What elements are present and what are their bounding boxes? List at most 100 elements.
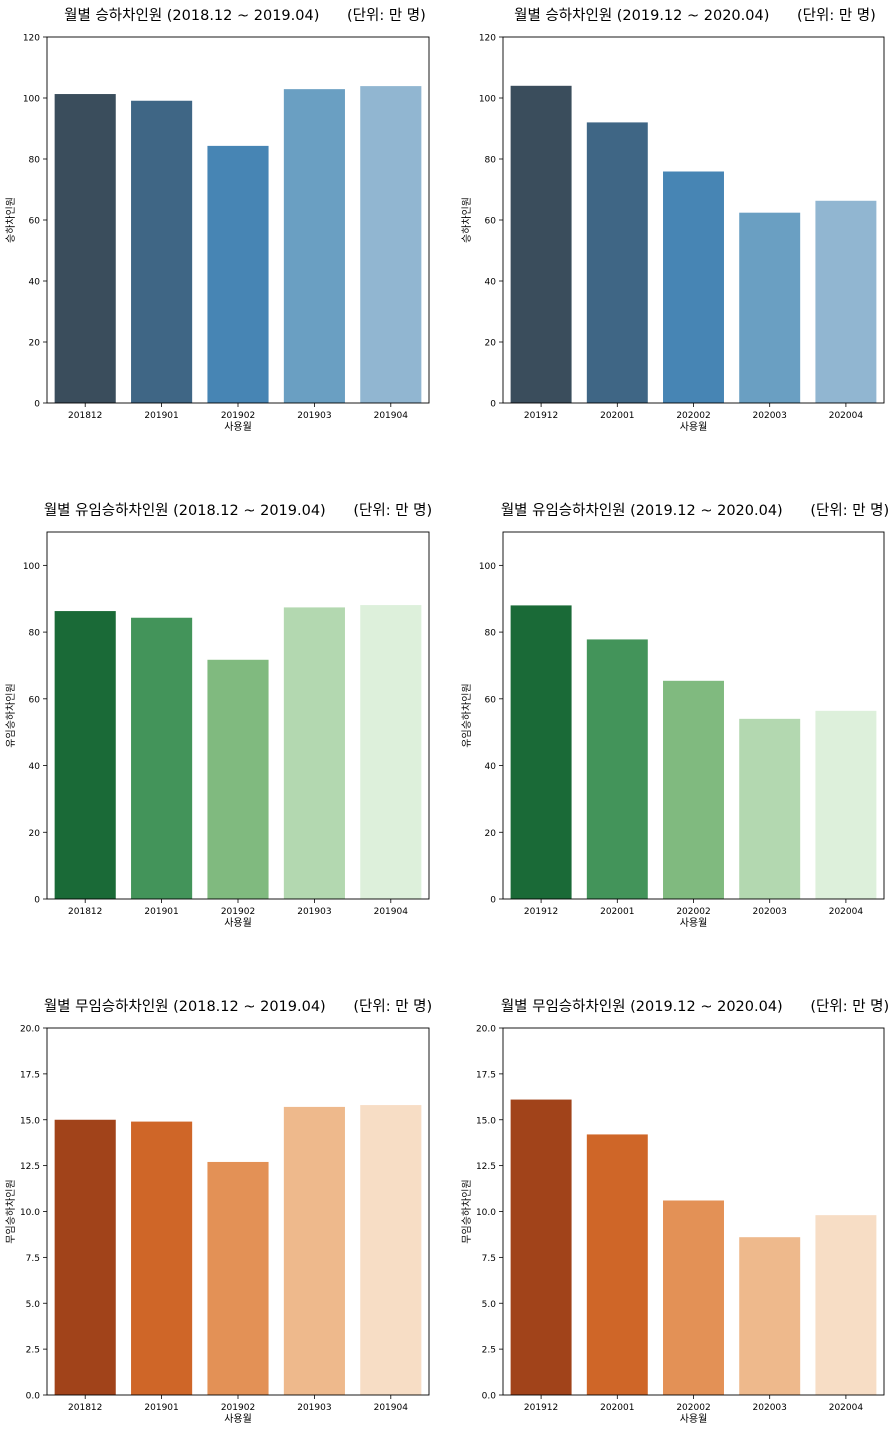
y-tick-label: 120	[23, 34, 40, 44]
bar-201904	[360, 86, 422, 404]
y-tick-label: 0.0	[482, 1392, 497, 1402]
bar-202004	[815, 710, 877, 899]
x-tick-label: 202002	[676, 411, 710, 421]
y-tick-label: 100	[479, 562, 496, 572]
y-tick-label: 80	[485, 156, 497, 166]
y-tick-label: 12.5	[476, 1162, 496, 1172]
y-tick-label: 40	[29, 278, 41, 288]
x-tick-label: 201902	[221, 411, 255, 421]
chart-panel-2: 월별 승하차인원 (2019.12 ~ 2020.04) (단위: 만 명) 0 2…	[460, 7, 885, 433]
y-tick-label: 40	[29, 762, 41, 772]
chart-panel-6: 월별 무임승하차인원 (2019.12 ~ 2020.04) (단위: 만 명)…	[460, 998, 889, 1425]
x-tick-label: 202001	[600, 1403, 634, 1413]
y-tick-label: 0	[490, 896, 496, 906]
x-axis-label: 사용월	[680, 1413, 708, 1425]
y-tick-label: 12.5	[20, 1162, 40, 1172]
bar-201812	[54, 1119, 116, 1395]
x-tick-label: 201903	[297, 411, 331, 421]
bar-202001	[586, 122, 648, 404]
x-tick-label: 201901	[144, 907, 178, 917]
y-tick-label: 2.5	[482, 1346, 496, 1356]
x-tick-label: 201812	[68, 411, 102, 421]
bar-202003	[739, 1237, 801, 1395]
y-tick-label: 0	[34, 896, 40, 906]
chart-title: 월별 유임승하차인원 (2018.12 ~ 2019.04) (단위: 만 명)	[44, 502, 432, 519]
y-axis-label: 유임승하차인원	[460, 683, 473, 747]
chart-panel-3: 월별 유임승하차인원 (2018.12 ~ 2019.04) (단위: 만 명)…	[4, 502, 432, 929]
x-tick-label: 202003	[753, 411, 787, 421]
bar-201902	[207, 659, 269, 899]
bar-201812	[54, 611, 116, 899]
x-tick-label: 201812	[68, 907, 102, 917]
chart-title: 월별 승하차인원 (2019.12 ~ 2020.04) (단위: 만 명)	[514, 7, 876, 24]
bar-201904	[360, 1105, 422, 1395]
bar-202001	[586, 639, 648, 899]
bar-202004	[815, 1215, 877, 1395]
y-tick-label: 60	[29, 695, 41, 705]
x-tick-label: 201901	[144, 1403, 178, 1413]
y-axis-label: 승하차인원	[460, 197, 473, 243]
bar-201902	[207, 1161, 269, 1395]
chart-title: 월별 무임승하차인원 (2019.12 ~ 2020.04) (단위: 만 명)	[501, 998, 889, 1015]
x-tick-label: 202003	[753, 1403, 787, 1413]
y-tick-label: 40	[485, 278, 497, 288]
y-tick-label: 0	[490, 400, 496, 410]
y-tick-label: 60	[29, 217, 41, 227]
chart-panel-4: 월별 유임승하차인원 (2019.12 ~ 2020.04) (단위: 만 명)…	[460, 502, 889, 929]
chart-title: 월별 승하차인원 (2018.12 ~ 2019.04) (단위: 만 명)	[64, 7, 426, 24]
bar-202002	[663, 680, 724, 899]
x-tick-label: 201912	[524, 411, 558, 421]
bar-201912	[510, 1099, 572, 1395]
y-tick-label: 0	[34, 400, 40, 410]
y-tick-label: 15.0	[20, 1116, 40, 1126]
y-tick-label: 100	[23, 562, 40, 572]
x-tick-label: 201912	[524, 907, 558, 917]
x-tick-label: 201812	[68, 1403, 102, 1413]
y-tick-label: 17.5	[20, 1070, 40, 1080]
x-axis-label: 사용월	[224, 917, 252, 929]
x-axis-label: 사용월	[224, 421, 252, 433]
bar-201902	[207, 145, 269, 403]
bar-201903	[283, 89, 345, 404]
y-axis-label: 무임승하차인원	[460, 1179, 473, 1243]
x-tick-label: 201904	[374, 411, 409, 421]
bar-201912	[510, 605, 572, 899]
y-tick-label: 17.5	[476, 1070, 496, 1080]
y-tick-label: 120	[479, 34, 496, 44]
y-tick-label: 100	[479, 95, 496, 105]
x-tick-label: 201904	[374, 1403, 409, 1413]
x-tick-label: 202004	[829, 1403, 864, 1413]
bar-202003	[739, 718, 801, 899]
y-tick-label: 20.0	[20, 1025, 40, 1035]
x-tick-label: 202004	[829, 907, 864, 917]
y-tick-label: 20	[485, 339, 497, 349]
bar-201903	[283, 1106, 345, 1395]
bar-202002	[663, 171, 724, 403]
chart-panel-5: 월별 무임승하차인원 (2018.12 ~ 2019.04) (단위: 만 명)…	[4, 998, 432, 1425]
bar-202003	[739, 212, 801, 403]
x-tick-label: 201912	[524, 1403, 558, 1413]
x-tick-label: 201903	[297, 907, 331, 917]
y-tick-label: 100	[23, 95, 40, 105]
x-tick-label: 202001	[600, 411, 634, 421]
y-tick-label: 80	[485, 629, 497, 639]
bar-201912	[510, 85, 572, 404]
y-tick-label: 2.5	[26, 1346, 40, 1356]
x-tick-label: 201901	[144, 411, 178, 421]
bar-201903	[283, 607, 345, 899]
chart-title: 월별 무임승하차인원 (2018.12 ~ 2019.04) (단위: 만 명)	[44, 998, 432, 1015]
x-tick-label: 202002	[676, 1403, 710, 1413]
x-tick-label: 202004	[829, 411, 864, 421]
x-tick-label: 201903	[297, 1403, 331, 1413]
bar-201901	[131, 1121, 193, 1395]
x-tick-label: 202003	[753, 907, 787, 917]
y-tick-label: 10.0	[20, 1208, 40, 1218]
y-tick-label: 40	[485, 762, 497, 772]
y-tick-label: 80	[29, 156, 41, 166]
y-tick-label: 60	[485, 695, 497, 705]
y-tick-label: 5.0	[482, 1300, 497, 1310]
bar-201901	[131, 617, 193, 899]
y-axis-label: 승하차인원	[4, 197, 17, 243]
x-tick-label: 201904	[374, 907, 409, 917]
